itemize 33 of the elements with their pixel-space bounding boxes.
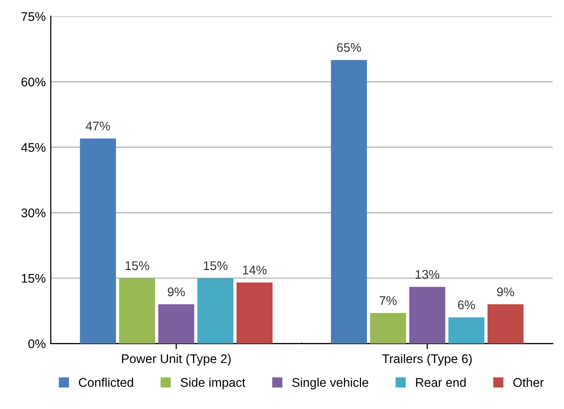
- legend-label: Single vehicle: [292, 378, 368, 390]
- y-tick-label: 75%: [22, 12, 46, 22]
- x-tick-label: Trailers (Type 6): [382, 354, 472, 366]
- data-label: 6%: [458, 300, 475, 310]
- data-label: 15%: [204, 261, 228, 270]
- bar: [409, 286, 446, 344]
- bar: [448, 317, 484, 344]
- data-label: 65%: [337, 43, 361, 52]
- bar: [236, 282, 273, 344]
- y-tick-label: 30%: [21, 208, 46, 218]
- data-label: 7%: [380, 296, 397, 305]
- legend-label: Side impact: [180, 378, 246, 390]
- y-tick-label: 15%: [22, 274, 46, 283]
- data-label: 14%: [243, 266, 267, 274]
- data-label: 9%: [168, 287, 185, 296]
- y-tick-label: 0%: [28, 339, 46, 348]
- data-label: 13%: [416, 270, 440, 279]
- legend-label: Rear end: [416, 378, 466, 387]
- bar: [80, 138, 116, 344]
- bar: [197, 278, 234, 344]
- bar: [119, 278, 156, 344]
- x-tick-label: Power Unit (Type 2): [122, 354, 231, 366]
- bar: [158, 304, 194, 344]
- bar: [488, 304, 524, 344]
- data-label: 47%: [86, 122, 110, 130]
- bar: [370, 313, 406, 344]
- legend-label: Conflicted: [78, 378, 134, 387]
- data-label: 9%: [497, 287, 514, 296]
- data-label: 15%: [126, 261, 150, 270]
- y-tick-label: 45%: [21, 143, 46, 152]
- legend-label: Other: [513, 378, 544, 387]
- y-tick-label: 60%: [22, 78, 46, 86]
- bar: [330, 60, 367, 344]
